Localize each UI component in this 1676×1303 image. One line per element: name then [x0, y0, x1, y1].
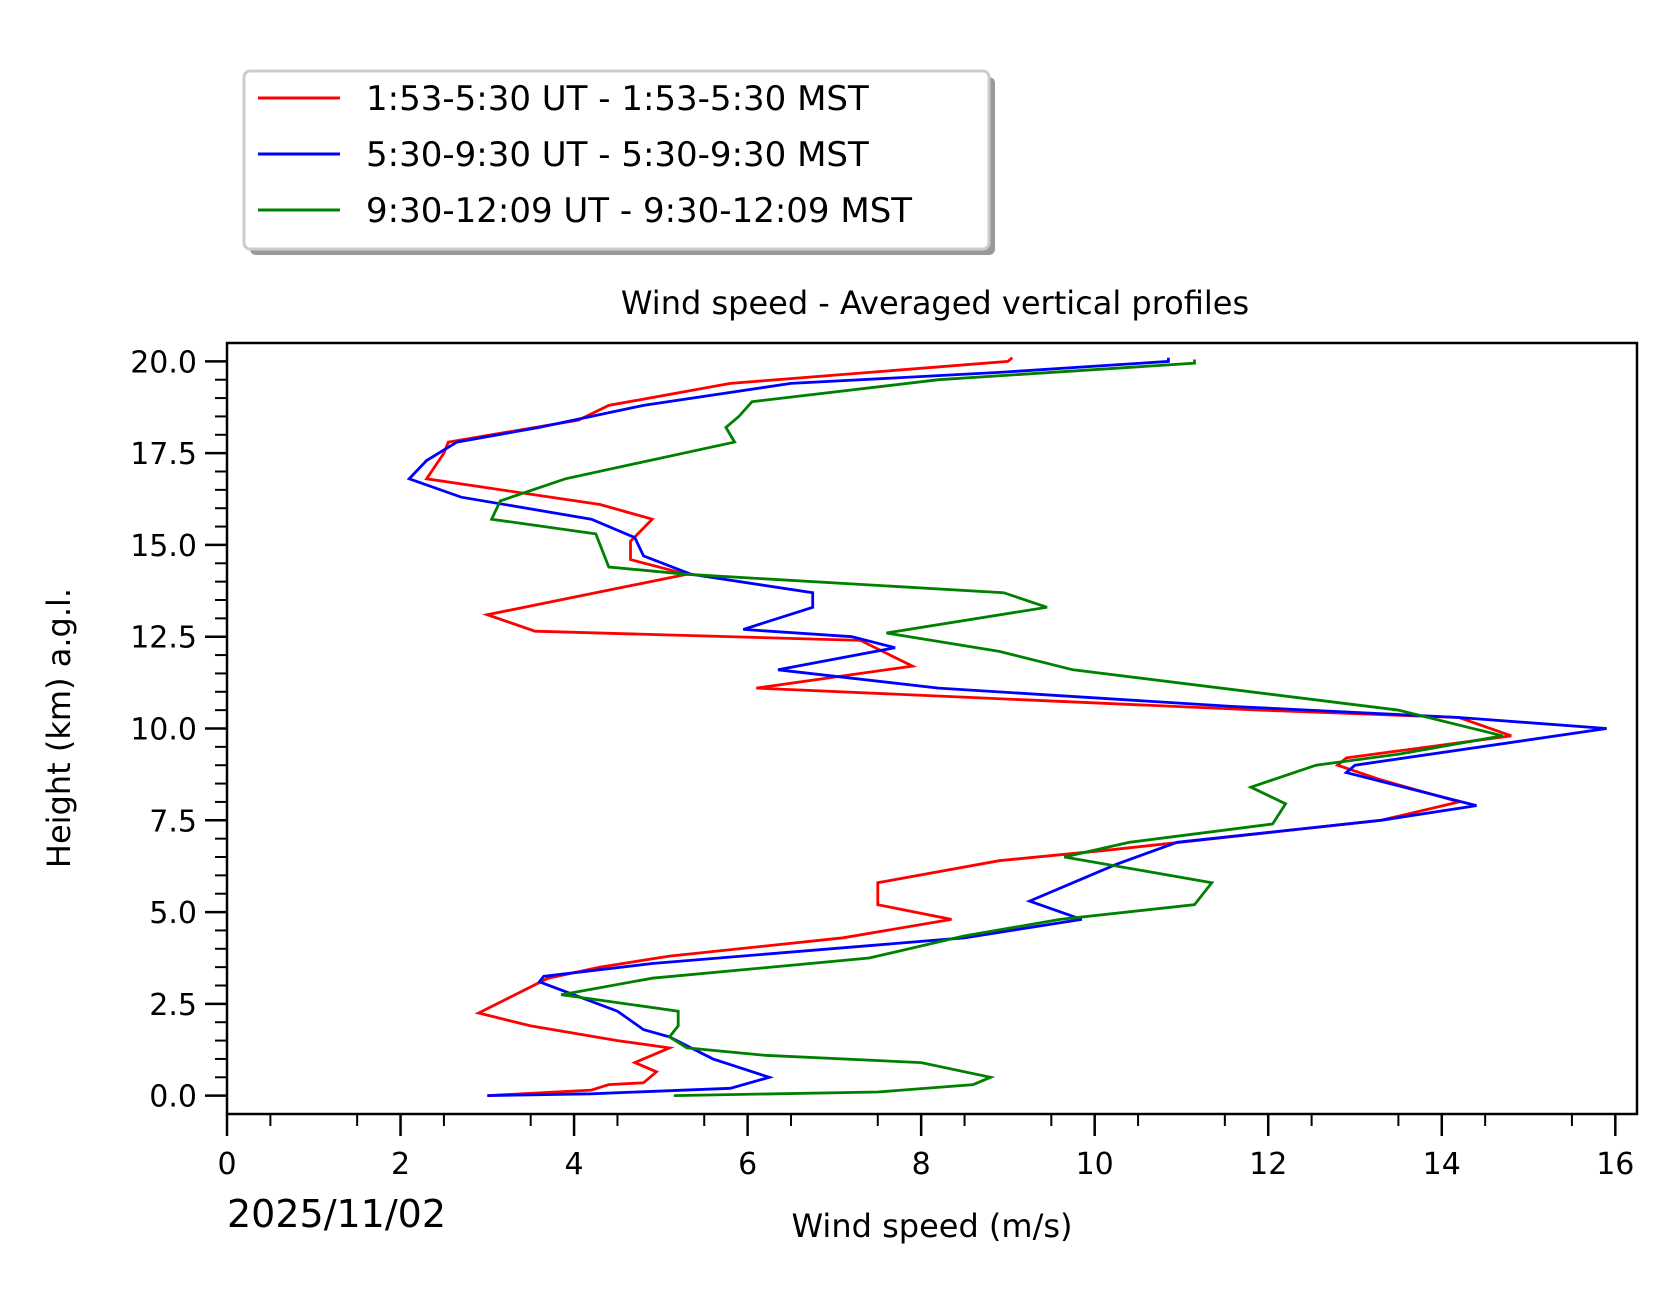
x-tick-label: 6 [738, 1147, 757, 1182]
y-tick-label: 7.5 [149, 804, 197, 839]
y-tick-label: 20.0 [130, 345, 197, 380]
y-axis-label: Height (km) a.g.l. [40, 588, 78, 868]
y-tick-label: 2.5 [149, 988, 197, 1023]
x-axis-label: Wind speed (m/s) [791, 1207, 1072, 1245]
legend-label-3: 9:30-12:09 UT - 9:30-12:09 MST [366, 191, 912, 231]
legend-entries: 1:53-5:30 UT - 1:53-5:30 MST 5:30-9:30 UT… [258, 79, 912, 231]
x-tick-label: 8 [912, 1147, 931, 1182]
series-line-2 [406, 357, 1607, 1097]
x-tick-label: 2 [391, 1147, 410, 1182]
y-tick-label: 0.0 [149, 1080, 197, 1115]
legend-label-2: 5:30-9:30 UT - 5:30-9:30 MST [366, 135, 869, 175]
y-tick-label: 12.5 [130, 621, 197, 656]
y-tick-label: 15.0 [130, 529, 197, 564]
y-tick-label: 17.5 [130, 437, 197, 472]
y-tick-label: 10.0 [130, 713, 197, 748]
x-tick-label: 4 [565, 1147, 584, 1182]
x-tick-label: 0 [217, 1147, 236, 1182]
legend-box [242, 69, 991, 251]
x-tick-label: 14 [1423, 1147, 1461, 1182]
x-tick-label: 12 [1249, 1147, 1287, 1182]
series-layer [406, 356, 1607, 1097]
date-label: 2025/11/02 [227, 1192, 446, 1236]
series-line-1 [424, 356, 1512, 1097]
x-tick-label: 10 [1076, 1147, 1114, 1182]
plot-frame [225, 341, 1639, 1116]
x-tick-label: 16 [1596, 1147, 1634, 1182]
chart-title: Wind speed - Averaged vertical profiles [621, 284, 1249, 322]
legend-label-1: 1:53-5:30 UT - 1:53-5:30 MST [366, 79, 869, 119]
y-tick-label: 5.0 [149, 896, 197, 931]
legend: 1:53-5:30 UT - 1:53-5:30 MST 5:30-9:30 UT… [242, 69, 995, 255]
axis-ticks: 0 2 4 6 8 10 12 14 16 0.0 2.5 5.0 7.5 10.0 12.5 15.0 17.… [130, 345, 1634, 1182]
series-line-3 [489, 359, 1503, 1097]
